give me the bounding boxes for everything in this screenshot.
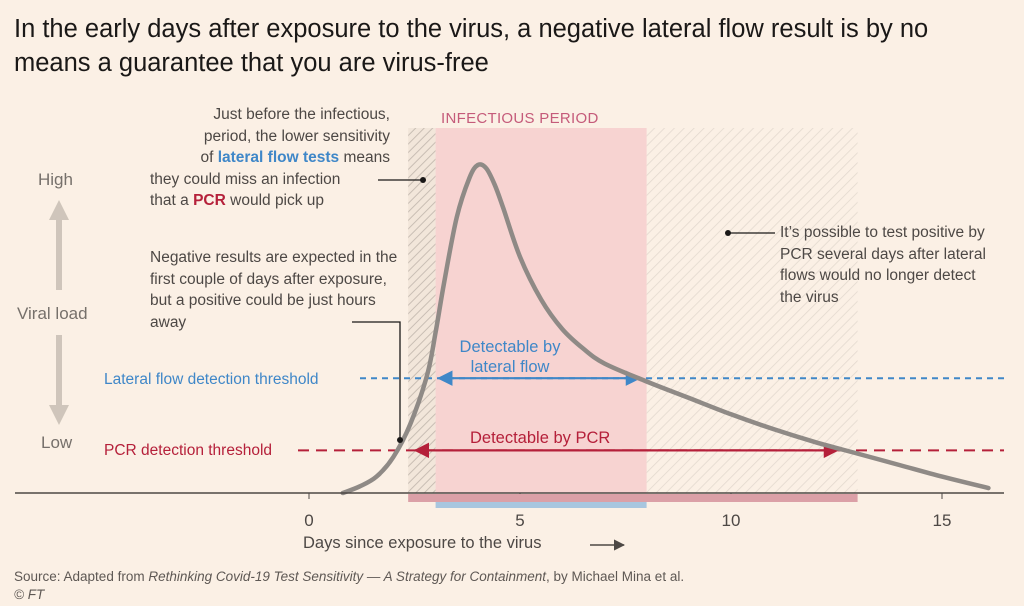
leader-negative: [352, 321, 401, 438]
note-before-line3-pre: of: [200, 149, 218, 166]
note-before-line5-post: would pick up: [225, 192, 325, 209]
ft-credit: © FT: [14, 587, 45, 602]
post-infectious-hatch: [646, 128, 858, 493]
note-before-line5-pre: that a: [150, 192, 194, 209]
note-negative-results: Negative results are expected in the fir…: [150, 249, 398, 331]
x-axis-title: Days since exposure to the virus: [303, 534, 542, 552]
source-note: Source: Adapted from Rethinking Covid-19…: [14, 568, 684, 604]
lateral-flow-threshold-label: Lateral flow detection threshold: [104, 371, 319, 388]
source-prefix: Source: Adapted from: [14, 569, 149, 584]
y-axis-title: Viral load: [17, 304, 88, 323]
lateral-flow-emphasis: lateral flow tests: [217, 149, 340, 166]
note-after-infectious: It’s possible to test positive by PCR se…: [780, 224, 986, 306]
source-suffix: , by Michael Mina et al.: [546, 569, 685, 584]
note-before-line1: Just before the infectious,: [213, 106, 390, 123]
pcr-emphasis: PCR: [193, 192, 226, 209]
infectious-period-label: INFECTIOUS PERIOD: [441, 110, 599, 127]
pcr-threshold-label: PCR detection threshold: [104, 442, 273, 459]
pre-infectious-hatch: [408, 128, 436, 493]
note-before-infectious: Just before the infectious, period, the …: [150, 104, 390, 212]
note-before-line2: period, the lower sensitivity: [203, 127, 390, 145]
chart-title: In the early days after exposure to the …: [14, 15, 929, 77]
y-up-arrow-icon: [49, 200, 69, 220]
x-tick-label: 0: [304, 511, 313, 530]
y-low-label: Low: [41, 433, 73, 452]
note-before-line3-post: means: [339, 149, 390, 166]
leader-negative-dot: [397, 437, 403, 443]
leader-before-dot: [420, 177, 426, 183]
lateral-flow-detect-bar: [435, 502, 647, 508]
note-before-line4: they could miss an infection: [150, 170, 341, 188]
viral-load-curve: [340, 162, 991, 496]
y-high-label: High: [38, 170, 73, 189]
source-work: Rethinking Covid-19 Test Sensitivity — A…: [148, 569, 547, 584]
x-tick-label: 10: [722, 511, 741, 530]
infectious-period-band: [435, 128, 647, 493]
detectable-lateral-flow-label: Detectable by lateral flow: [459, 338, 561, 376]
y-down-arrow-icon: [49, 405, 69, 425]
leader-after-dot: [725, 230, 731, 236]
x-tick-label: 5: [515, 511, 524, 530]
pcr-detect-bar: [408, 494, 858, 502]
detectable-pcr-label: Detectable by PCR: [470, 429, 611, 447]
x-tick-label: 15: [933, 511, 952, 530]
